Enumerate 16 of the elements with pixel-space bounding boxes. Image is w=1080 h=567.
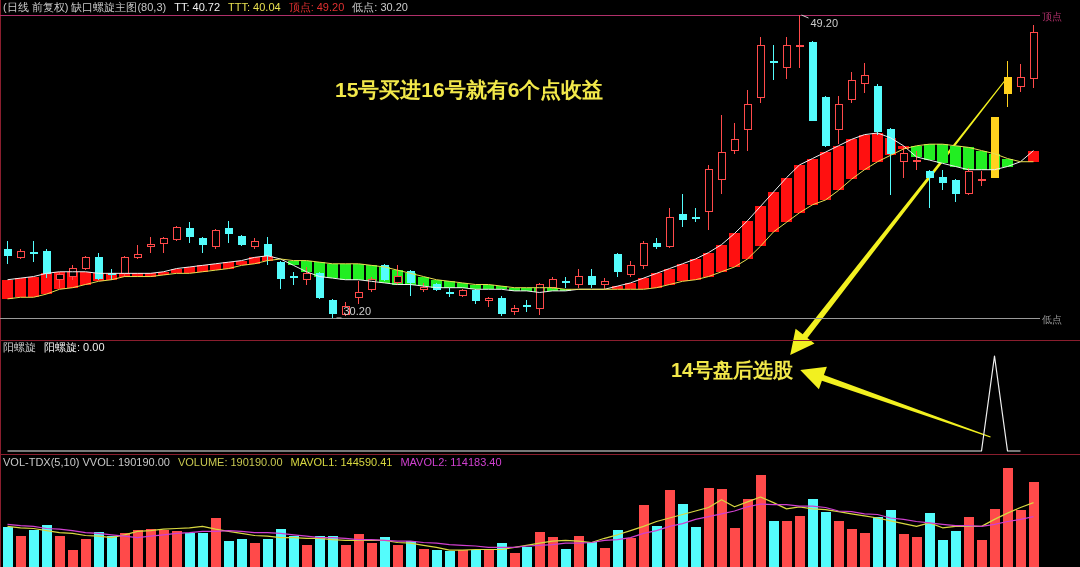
chart-title: VOL-TDX(5,10) VVOL: 190190.00: [3, 456, 170, 468]
annotation: 49.20: [810, 17, 839, 29]
ref-line-label: 低点: [1042, 313, 1062, 325]
annotation: 14号盘后选股: [671, 359, 795, 381]
text: 顶点: 49.20: [288, 1, 345, 13]
text: MAVOL2: 114183.40: [400, 456, 502, 468]
annotation: 15号买进16号就有6个点收益: [335, 78, 604, 102]
text: VOLUME: 190190.00: [177, 456, 283, 468]
chart-title: (日线 前复权) 缺口螺旋主图(80,3): [3, 1, 167, 13]
text: TT: 40.72: [174, 1, 221, 13]
chart-title: 阳螺旋: [3, 341, 36, 353]
text: 阳螺旋: 0.00: [44, 341, 105, 353]
text: MAVOL1: 144590.41: [290, 456, 393, 468]
text: 低点: 30.20: [352, 1, 408, 13]
ref-line-label: 顶点: [1042, 10, 1062, 22]
text: TTT: 40.04: [228, 1, 281, 13]
